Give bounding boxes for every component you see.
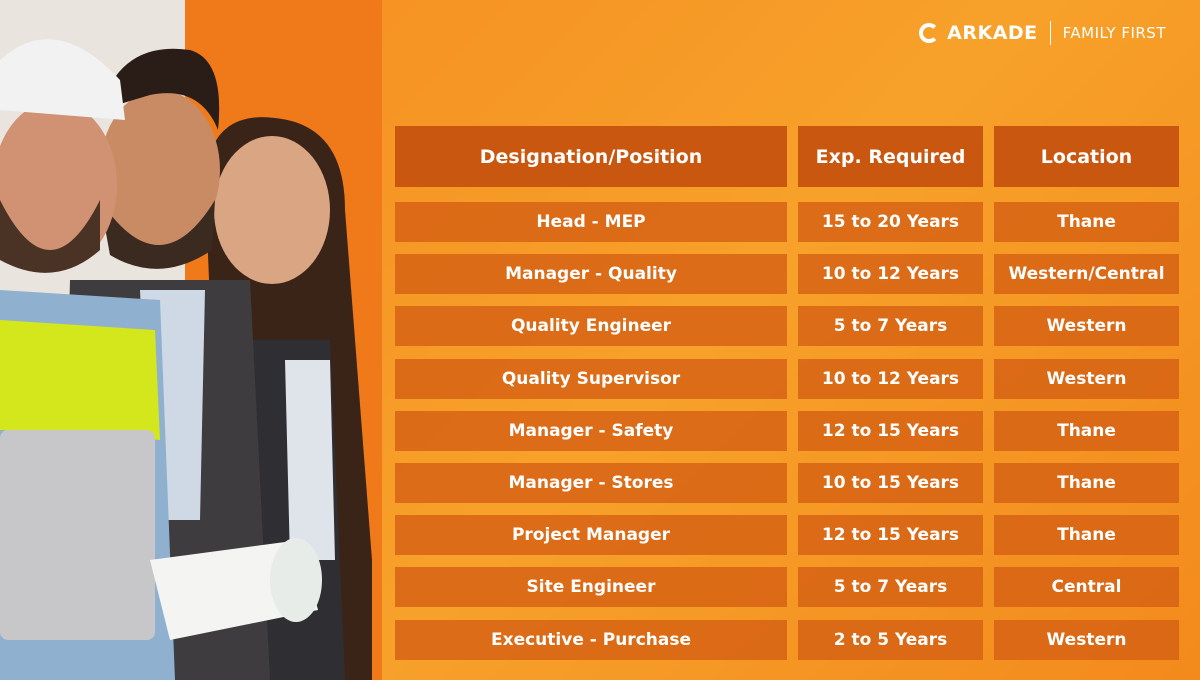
table-cell: 2 to 5 Years	[798, 619, 983, 660]
table-cell: Quality Supervisor	[395, 358, 787, 399]
tagline: FAMILY FIRST	[1062, 24, 1166, 42]
column-header: Exp. Required	[798, 126, 983, 187]
table-cell: Manager - Safety	[395, 410, 787, 451]
table-cell: Thane	[994, 410, 1179, 451]
table-cell: Head - MEP	[395, 202, 787, 242]
table-cell: 5 to 7 Years	[798, 567, 983, 608]
column-header: Location	[994, 126, 1179, 187]
table-cell: Quality Engineer	[395, 306, 787, 347]
logo-icon	[919, 23, 940, 43]
table-cell: Western	[994, 619, 1179, 660]
table-cell: 12 to 15 Years	[798, 410, 983, 451]
logo-separator	[1049, 21, 1051, 45]
table-cell: Manager - Quality	[395, 254, 787, 295]
logo: ARKADE FAMILY FIRST	[919, 20, 1166, 46]
table-cell: Central	[994, 567, 1179, 608]
table-cell: Western	[994, 306, 1179, 347]
table-cell: Manager - Stores	[395, 463, 787, 503]
table-cell: 10 to 15 Years	[798, 463, 983, 503]
table-cell: Thane	[994, 515, 1179, 556]
table-cell: 15 to 20 Years	[798, 202, 983, 242]
people-photo	[0, 0, 382, 680]
table-cell: 10 to 12 Years	[798, 358, 983, 399]
table-cell: Project Manager	[395, 515, 787, 556]
table-cell: Thane	[994, 463, 1179, 503]
table-cell: Site Engineer	[395, 567, 787, 608]
table-cell: Western	[994, 358, 1179, 399]
column-header: Designation/Position	[395, 126, 787, 187]
table-cell: Executive - Purchase	[395, 619, 787, 660]
table-cell: Thane	[994, 202, 1179, 242]
table-cell: 5 to 7 Years	[798, 306, 983, 347]
brand: ARKADE	[947, 22, 1038, 44]
table-cell: 12 to 15 Years	[798, 515, 983, 556]
table-cell: 10 to 12 Years	[798, 254, 983, 295]
table-cell: Western/Central	[994, 254, 1179, 295]
